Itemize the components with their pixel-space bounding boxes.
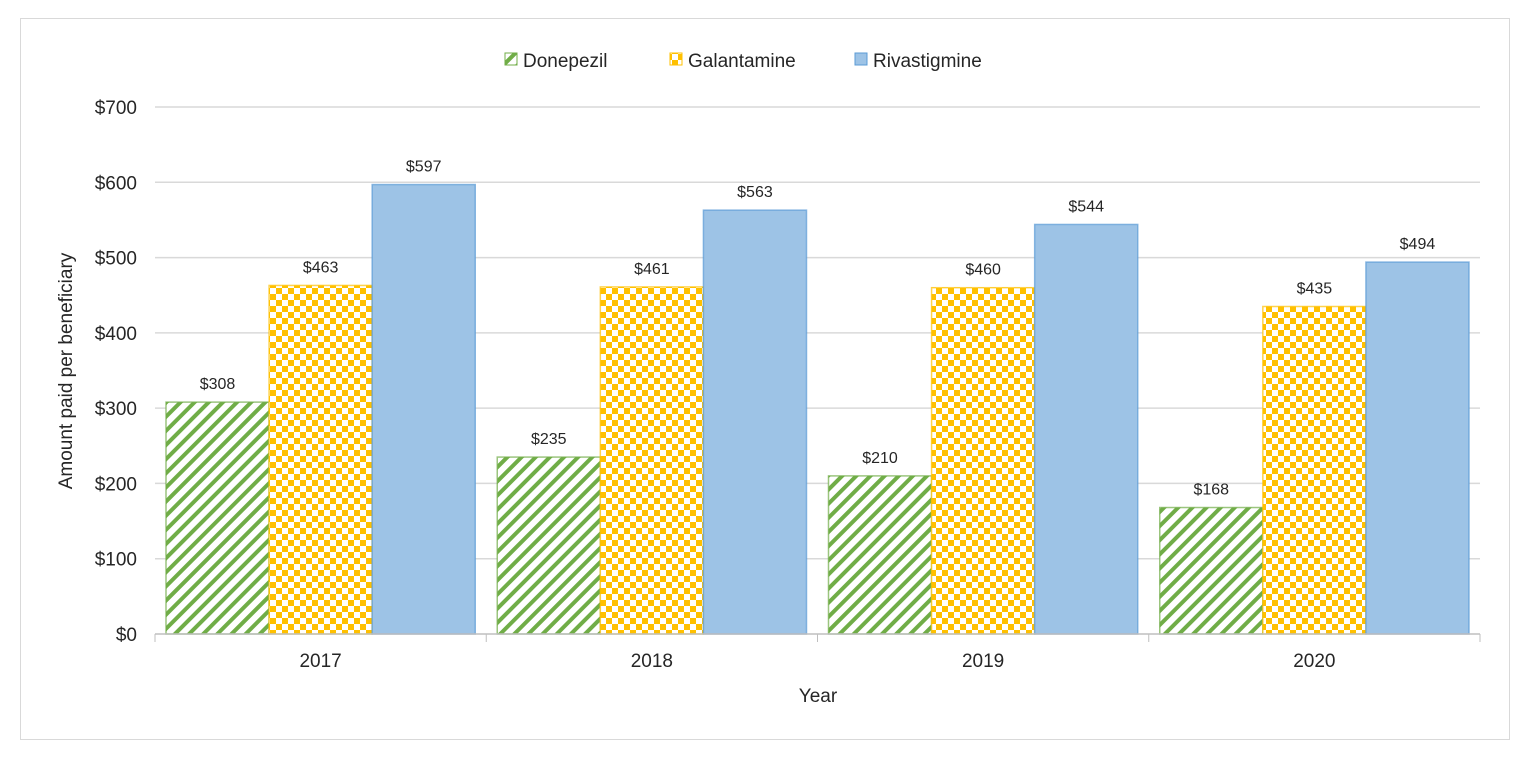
bar-rivastigmine-2018 [702,209,808,635]
bar-rivastigmine-2020 [1365,261,1470,635]
data-label: $461 [634,261,670,278]
y-tick-label: $500 [95,249,137,270]
legend-label-donepezil: Donepezil [523,51,608,72]
bar-rivastigmine-2019 [1033,223,1139,635]
data-label: $210 [862,450,898,467]
chart-frame [20,18,1510,740]
data-label: $463 [303,259,339,276]
legend-swatch-donepezil [504,52,518,66]
bar-donepezil-2020 [1159,506,1264,635]
y-tick-label: $600 [95,173,137,194]
bar-donepezil-2017 [165,401,270,635]
data-label: $308 [200,376,236,393]
legend-swatch-galantamine [669,52,683,66]
bar-donepezil-2018 [496,456,602,635]
data-label: $435 [1297,281,1333,298]
data-label: $235 [531,431,567,448]
bar-donepezil-2019 [827,475,933,635]
legend-label-galantamine: Galantamine [688,51,796,72]
bar-galantamine-2020 [1262,305,1367,635]
y-tick-label: $100 [95,550,137,571]
x-tick-label: 2019 [962,651,1004,672]
x-axis-label: Year [799,686,838,707]
data-label: $168 [1193,482,1229,499]
legend-swatch-rivastigmine [854,52,868,66]
x-tick-label: 2020 [1293,651,1335,672]
bar-galantamine-2018 [599,286,705,635]
y-tick-label: $200 [95,474,137,495]
y-tick-label: $700 [95,98,137,119]
data-label: $597 [406,159,442,176]
data-label: $563 [737,184,773,201]
x-tick-label: 2018 [631,651,673,672]
data-label: $460 [965,262,1001,279]
legend-label-rivastigmine: Rivastigmine [873,51,982,72]
bar-galantamine-2019 [930,286,1036,635]
bar-rivastigmine-2017 [371,183,476,635]
y-axis-label: Amount paid per beneficiary [56,252,77,489]
data-label: $544 [1068,198,1104,215]
y-tick-label: $0 [116,625,137,646]
y-tick-label: $400 [95,324,137,345]
y-tick-label: $300 [95,399,137,420]
x-tick-label: 2017 [299,651,341,672]
bar-galantamine-2017 [268,284,373,635]
data-label: $494 [1400,236,1436,253]
